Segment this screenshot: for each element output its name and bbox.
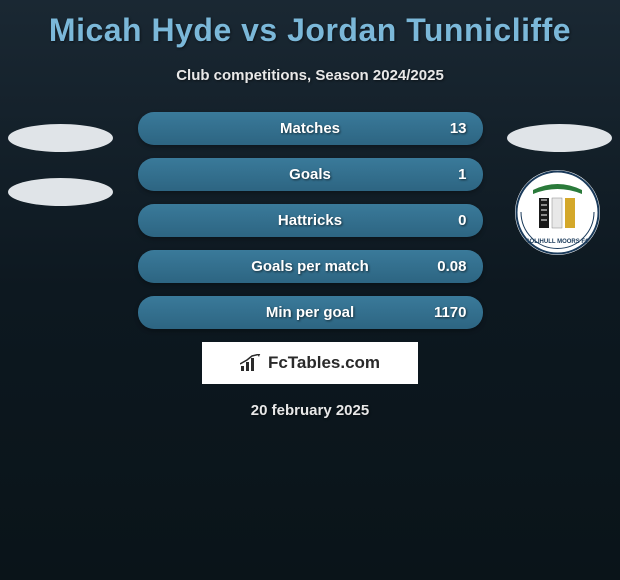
stat-value-right: 1 xyxy=(458,166,466,183)
stat-value-right: 13 xyxy=(450,120,467,137)
stat-label: Min per goal xyxy=(266,304,354,321)
stat-label: Goals xyxy=(289,166,331,183)
stat-label: Goals per match xyxy=(251,258,369,275)
player-left-oval-1 xyxy=(8,124,113,152)
page-subtitle: Club competitions, Season 2024/2025 xyxy=(0,67,620,84)
page-title: Micah Hyde vs Jordan Tunnicliffe xyxy=(0,0,620,49)
comparison-area: SOLIHULL MOORS FC Matches 13 Goals 1 Hat… xyxy=(0,112,620,419)
stat-label: Hattricks xyxy=(278,212,342,229)
stat-row-matches: Matches 13 xyxy=(138,112,483,145)
svg-text:SOLIHULL MOORS FC: SOLIHULL MOORS FC xyxy=(526,239,591,245)
stat-value-right: 0 xyxy=(458,212,466,229)
stat-row-goals-per-match: Goals per match 0.08 xyxy=(138,250,483,283)
club-crest: SOLIHULL MOORS FC xyxy=(515,170,600,255)
stat-bars-container: Matches 13 Goals 1 Hattricks 0 Goals per… xyxy=(138,112,483,329)
stat-value-right: 1170 xyxy=(434,304,467,321)
chart-icon xyxy=(240,354,262,372)
player-right-oval-1 xyxy=(507,124,612,152)
stat-value-right: 0.08 xyxy=(437,258,466,275)
player-left-oval-2 xyxy=(8,178,113,206)
stat-label: Matches xyxy=(280,120,340,137)
watermark-badge: FcTables.com xyxy=(202,342,418,384)
watermark-text: FcTables.com xyxy=(268,353,380,373)
stat-row-min-per-goal: Min per goal 1170 xyxy=(138,296,483,329)
date-text: 20 february 2025 xyxy=(0,402,620,419)
stat-row-goals: Goals 1 xyxy=(138,158,483,191)
crest-icon: SOLIHULL MOORS FC xyxy=(515,170,600,255)
stat-row-hattricks: Hattricks 0 xyxy=(138,204,483,237)
